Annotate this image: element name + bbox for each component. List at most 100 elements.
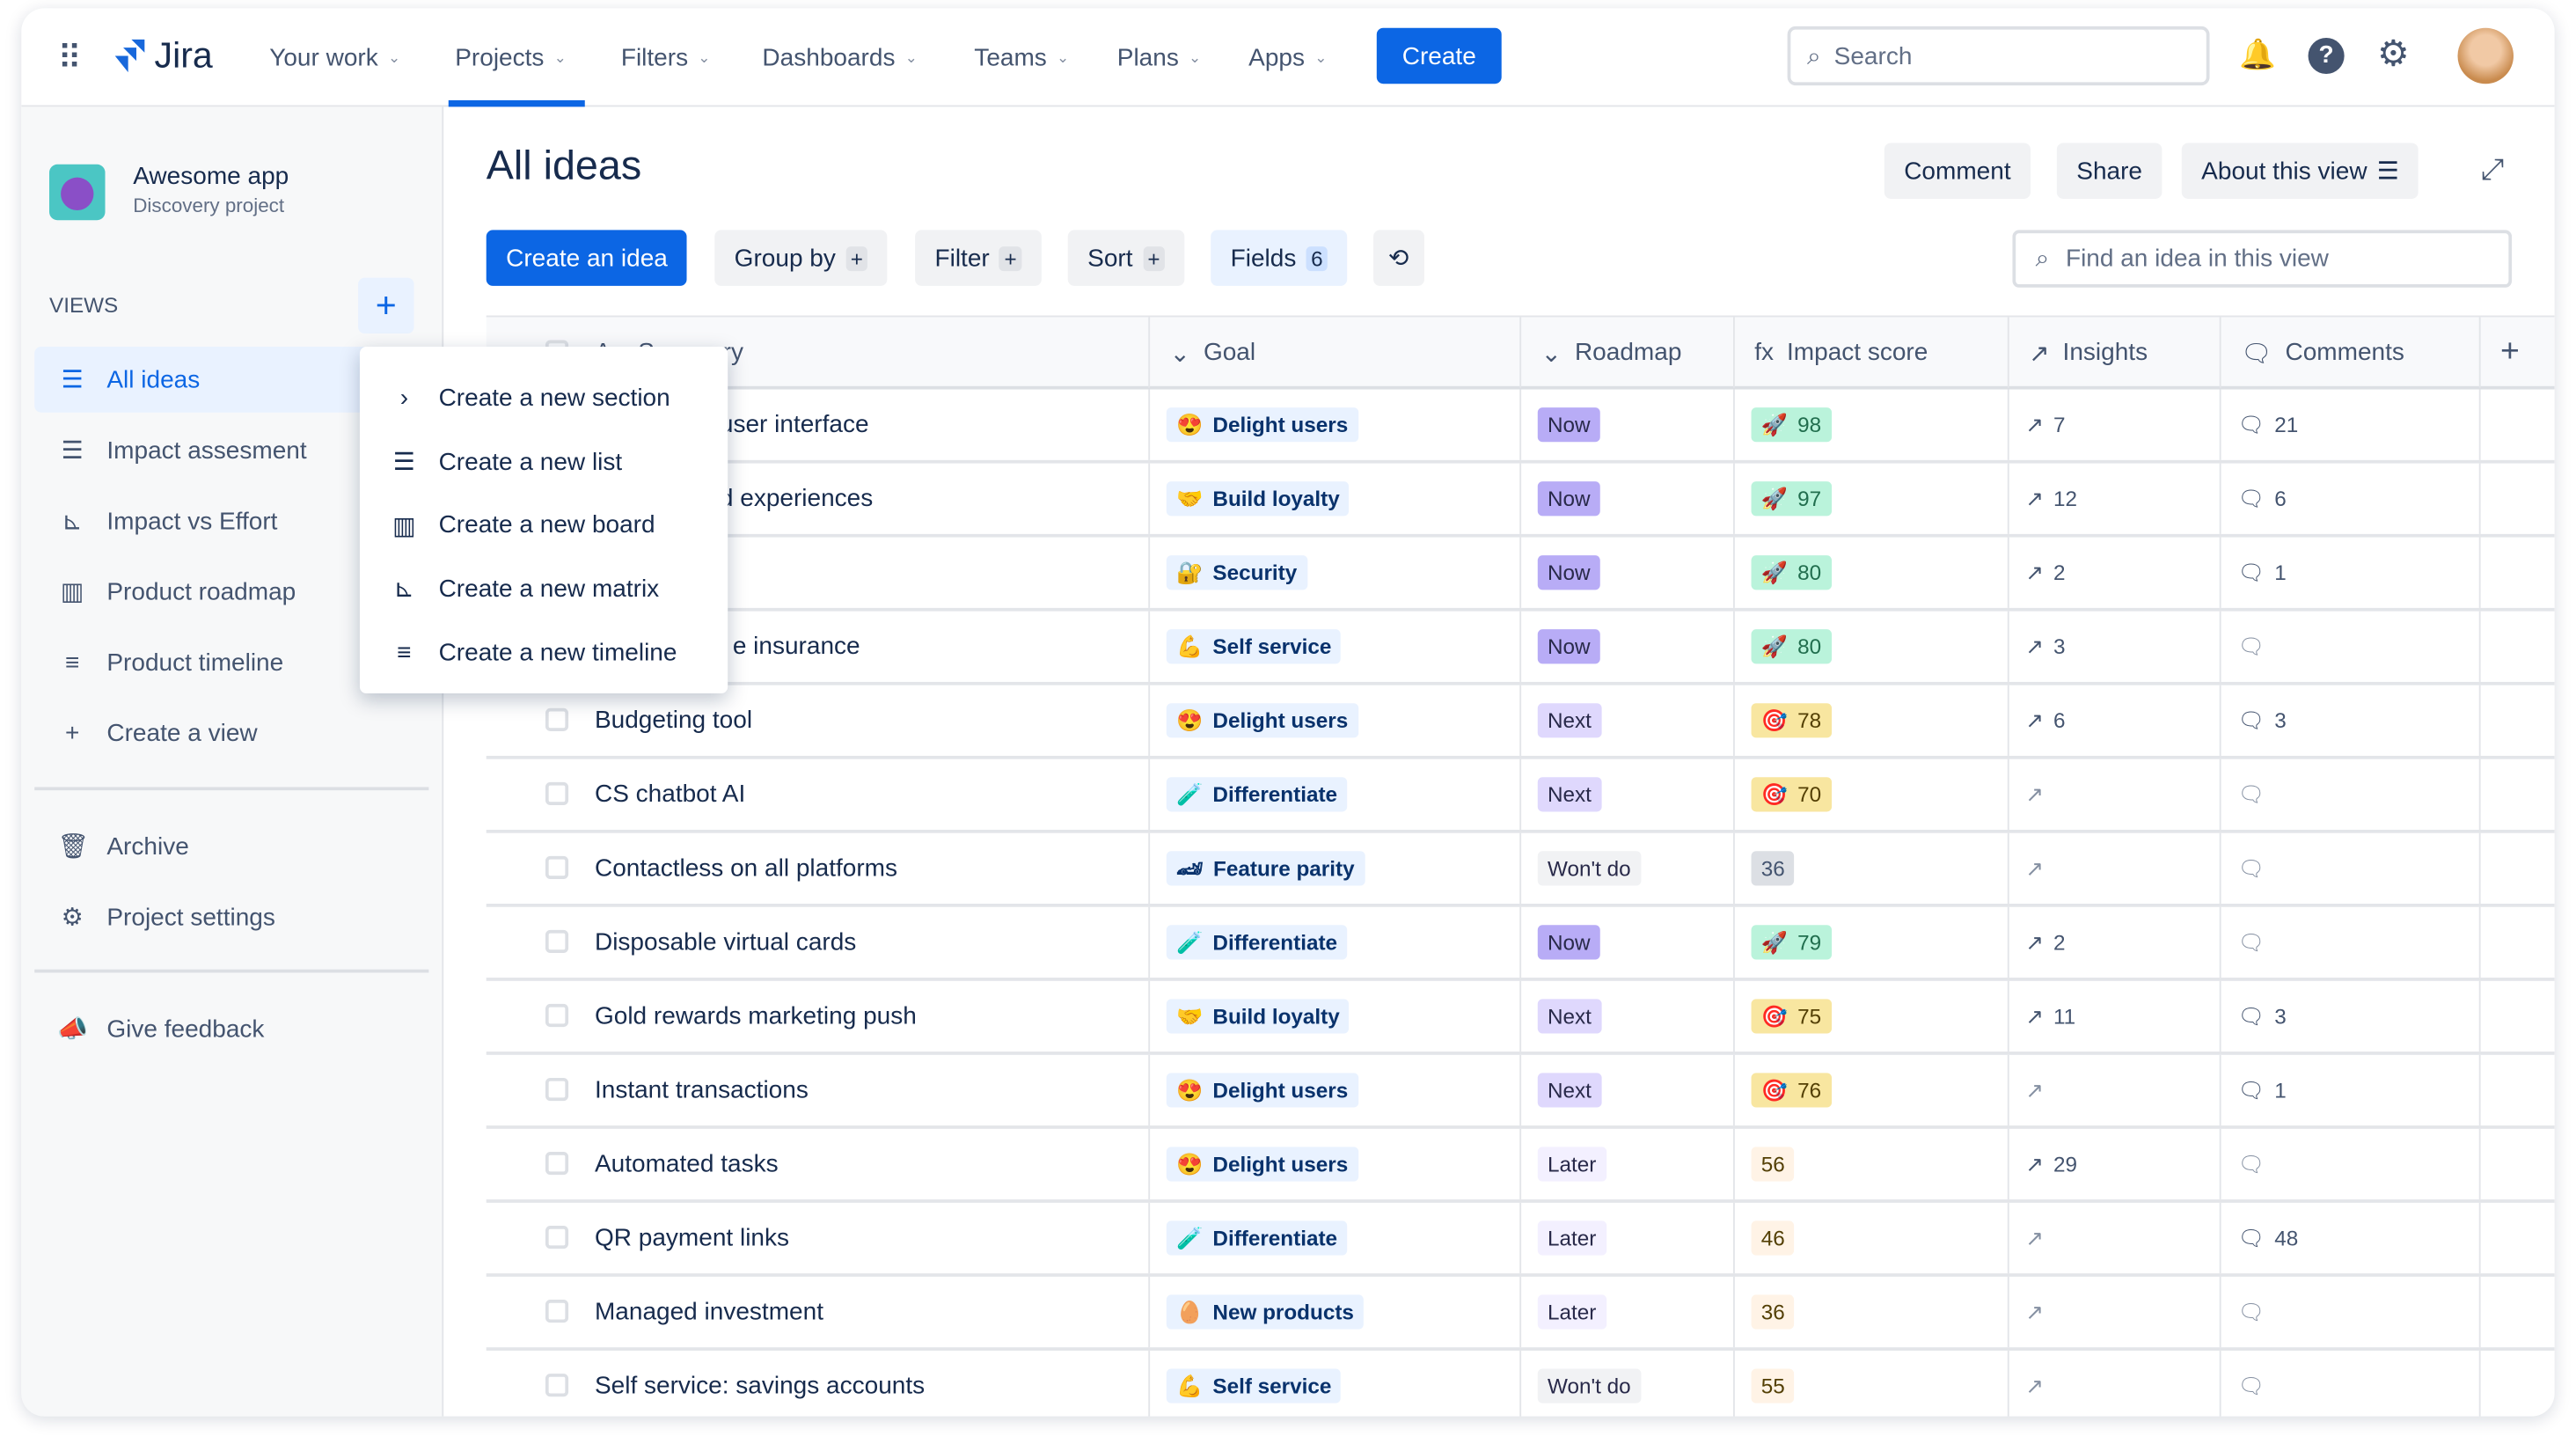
row-checkbox[interactable] xyxy=(545,1003,569,1028)
comments-cell[interactable]: 🗨 xyxy=(2221,1128,2481,1200)
roadmap-chip[interactable]: Next xyxy=(1537,1073,1602,1108)
comments-cell[interactable]: 🗨 21 xyxy=(2221,389,2481,460)
roadmap-chip[interactable]: Next xyxy=(1537,999,1602,1034)
goal-chip[interactable]: 🏎 Feature parity xyxy=(1166,851,1365,886)
fullscreen-icon[interactable]: ⤢ xyxy=(2480,152,2505,187)
column-header-roadmap[interactable]: ⌄ Roadmap xyxy=(1521,317,1735,388)
comments-cell[interactable]: 🗨 6 xyxy=(2221,463,2481,534)
goal-chip[interactable]: 🧪 Differentiate xyxy=(1166,925,1348,960)
comments-cell[interactable]: 🗨 xyxy=(2221,906,2481,978)
row-checkbox[interactable] xyxy=(545,1226,569,1249)
idea-summary[interactable]: Managed investment xyxy=(594,1298,823,1326)
nav-teams[interactable]: Teams ⌄ xyxy=(974,8,1069,106)
idea-summary[interactable]: Disposable virtual cards xyxy=(594,928,857,956)
insights-cell[interactable]: ↗ xyxy=(2009,758,2221,830)
idea-summary[interactable]: QR payment links xyxy=(594,1224,790,1252)
table-row[interactable]: Gold rewards marketing push 🤝 Build loyalt… xyxy=(486,980,2555,1055)
sidebar-view-product-timeline[interactable]: ≡ Product timeline xyxy=(34,629,358,695)
comments-cell[interactable]: 🗨 xyxy=(2221,1350,2481,1417)
roadmap-chip[interactable]: Now xyxy=(1537,555,1600,590)
sidebar-view-impact-vs-effort[interactable]: ⊾ Impact vs Effort xyxy=(34,488,358,554)
insights-cell[interactable]: ↗ xyxy=(2009,1276,2221,1348)
roadmap-chip[interactable]: Won't do xyxy=(1537,1368,1641,1403)
goal-chip[interactable]: 😍 Delight users xyxy=(1166,1147,1358,1182)
jira-logo[interactable]: Jira xyxy=(112,34,213,77)
comments-cell[interactable]: 🗨 xyxy=(2221,758,2481,830)
idea-summary[interactable]: Self service: savings accounts xyxy=(594,1372,926,1400)
sort-button[interactable]: Sort + xyxy=(1067,230,1185,286)
table-row[interactable]: CS chatbot AI 🧪 Differentiate Next 🎯 70 ↗ 🗨 xyxy=(486,758,2555,833)
insights-cell[interactable]: ↗ 3 xyxy=(2009,611,2221,682)
notifications-icon[interactable]: 🔔 xyxy=(2239,37,2276,71)
menu-item-create-a-new-section[interactable]: › Create a new section xyxy=(360,366,728,429)
roadmap-chip[interactable]: Now xyxy=(1537,629,1600,664)
insights-cell[interactable]: ↗ 29 xyxy=(2009,1128,2221,1200)
sidebar-view-product-roadmap[interactable]: ▥ Product roadmap xyxy=(34,559,358,625)
idea-summary[interactable]: e insurance xyxy=(732,632,860,661)
insights-cell[interactable]: ↗ 2 xyxy=(2009,906,2221,978)
row-checkbox[interactable] xyxy=(545,1300,569,1323)
table-row[interactable]: Managed investment 🥚 New products Later 36 ↗ 🗨 xyxy=(486,1276,2555,1351)
goal-chip[interactable]: 😍 Delight users xyxy=(1166,407,1358,443)
share-button[interactable]: Share xyxy=(2056,143,2163,199)
goal-chip[interactable]: 🔐 Security xyxy=(1166,555,1307,590)
comments-cell[interactable]: 🗨 48 xyxy=(2221,1202,2481,1274)
insights-cell[interactable]: ↗ 12 xyxy=(2009,463,2221,534)
roadmap-chip[interactable]: Later xyxy=(1537,1220,1606,1256)
row-checkbox[interactable] xyxy=(545,781,569,805)
sidebar-view-impact-assesment[interactable]: ☰ Impact assesment xyxy=(34,417,358,483)
insights-cell[interactable]: ↗ xyxy=(2009,1054,2221,1126)
idea-summary[interactable]: d experiences xyxy=(719,484,874,513)
table-row[interactable]: Automated tasks 😍 Delight users Later 56 ↗ 29 🗨 xyxy=(486,1128,2555,1203)
table-row[interactable]: Self service: savings accounts 💪 Self serv… xyxy=(487,1350,2555,1417)
goal-chip[interactable]: 🧪 Differentiate xyxy=(1166,777,1348,812)
sidebar-item-project-settings[interactable]: ⚙ Project settings xyxy=(34,884,358,950)
nav-dashboards[interactable]: Dashboards ⌄ xyxy=(762,8,917,106)
table-row[interactable]: QR payment links 🧪 Differentiate Later 46 ↗ 🗨 4… xyxy=(486,1202,2555,1277)
comments-cell[interactable]: 🗨 3 xyxy=(2221,980,2481,1052)
table-row[interactable]: e insurance 💪 Self service Now 🚀 80 ↗ 3 🗨 xyxy=(486,611,2555,685)
comments-cell[interactable]: 🗨 xyxy=(2221,832,2481,905)
table-row[interactable]: Disposable virtual cards 🧪 Differentiate No… xyxy=(486,906,2555,981)
insights-cell[interactable]: ↗ 7 xyxy=(2009,389,2221,460)
insights-cell[interactable]: ↗ xyxy=(2009,1202,2221,1274)
insights-cell[interactable]: ↗ xyxy=(2009,832,2221,905)
row-checkbox[interactable] xyxy=(545,929,569,954)
row-checkbox[interactable] xyxy=(545,1151,569,1176)
roadmap-chip[interactable]: Now xyxy=(1537,925,1600,960)
menu-item-create-a-new-matrix[interactable]: ⊾ Create a new matrix xyxy=(360,557,728,620)
roadmap-chip[interactable]: Now xyxy=(1537,481,1600,517)
roadmap-chip[interactable]: Later xyxy=(1537,1294,1606,1330)
roadmap-chip[interactable]: Now xyxy=(1537,407,1600,443)
insights-cell[interactable]: ↗ 2 xyxy=(2009,537,2221,608)
table-row[interactable]: Instant transactions 😍 Delight users Next 🎯 7… xyxy=(486,1054,2555,1129)
table-row[interactable]: Contactless on all platforms 🏎 Feature par… xyxy=(486,832,2555,907)
fields-button[interactable]: Fields 6 xyxy=(1211,230,1348,286)
idea-summary[interactable]: Automated tasks xyxy=(594,1150,779,1178)
insights-cell[interactable]: ↗ xyxy=(2009,1350,2221,1417)
column-header-insights[interactable]: ↗ Insights xyxy=(2009,317,2221,388)
comments-cell[interactable]: 🗨 1 xyxy=(2221,537,2481,608)
menu-item-create-a-new-list[interactable]: ☰ Create a new list xyxy=(360,430,728,494)
sidebar-item-give-feedback[interactable]: 📣 Give feedback xyxy=(34,996,358,1062)
search-input[interactable]: ⌕ Search xyxy=(1787,26,2210,86)
roadmap-chip[interactable]: Later xyxy=(1537,1147,1606,1182)
nav-apps[interactable]: Apps ⌄ xyxy=(1248,8,1327,106)
menu-item-create-a-new-timeline[interactable]: ≡ Create a new timeline xyxy=(360,620,728,684)
create-button[interactable]: Create xyxy=(1376,27,1502,84)
about-view-button[interactable]: About this view ☰ xyxy=(2181,143,2419,199)
insights-cell[interactable]: ↗ 11 xyxy=(2009,980,2221,1052)
goal-chip[interactable]: 🤝 Build loyalty xyxy=(1166,999,1350,1034)
nav-filters[interactable]: Filters ⌄ xyxy=(621,8,711,106)
nav-plans[interactable]: Plans ⌄ xyxy=(1117,8,1201,106)
goal-chip[interactable]: 😍 Delight users xyxy=(1166,703,1358,738)
filter-button[interactable]: Filter + xyxy=(915,230,1042,286)
row-checkbox[interactable] xyxy=(545,855,569,880)
goal-chip[interactable]: 🤝 Build loyalty xyxy=(1166,481,1350,517)
avatar[interactable] xyxy=(2457,27,2514,84)
comments-cell[interactable]: 🗨 xyxy=(2221,1276,2481,1348)
column-header-goal[interactable]: ⌄ Goal xyxy=(1150,317,1522,388)
nav-projects[interactable]: Projects ⌄ xyxy=(455,8,566,106)
comments-cell[interactable]: 🗨 3 xyxy=(2221,685,2481,756)
idea-summary[interactable]: Budgeting tool xyxy=(594,706,753,735)
